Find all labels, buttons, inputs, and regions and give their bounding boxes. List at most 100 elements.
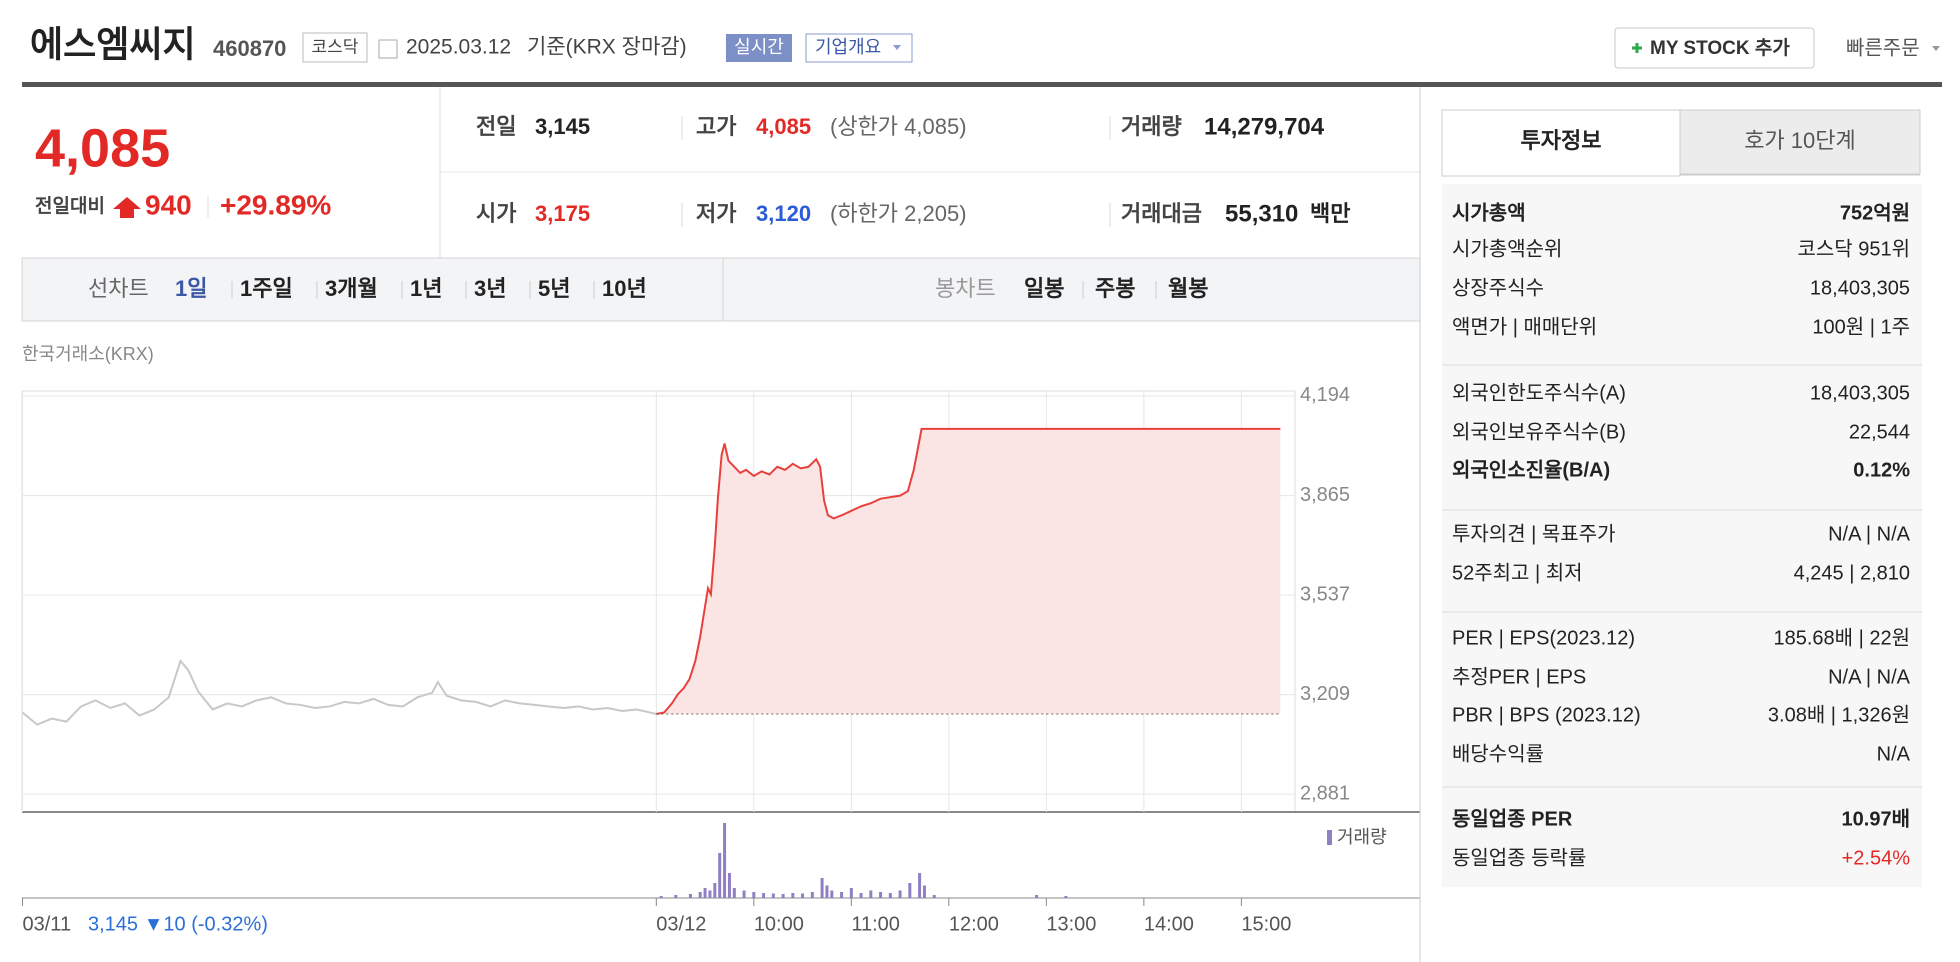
- chart: 4,194 3,865 3,537 3,209 2,881 03/11 03/12 10:00…: [21, 384, 1387, 935]
- price-line: [656, 427, 1281, 716]
- stock-name: 에스엠씨지: [30, 24, 196, 65]
- calendar-icon: [378, 39, 398, 59]
- info-value: N/A | N/A: [1828, 666, 1911, 688]
- volume-bar: [723, 823, 727, 898]
- volume-bar: [859, 893, 863, 898]
- volume-bar: [713, 883, 717, 898]
- quote-note: (상한가 4,085): [830, 114, 967, 139]
- info-label: 시가총액: [1452, 201, 1526, 224]
- info-value: 3.08배 | 1,326원: [1768, 703, 1910, 726]
- info-value: 10.97배: [1842, 807, 1910, 830]
- volume-bar: [1035, 895, 1039, 898]
- volume-bar: [1064, 896, 1068, 898]
- x-tick-label: 13:00: [1046, 913, 1096, 935]
- info-value: N/A | N/A: [1828, 523, 1911, 545]
- tab-active[interactable]: [1441, 109, 1681, 177]
- volume-bar: [708, 890, 712, 898]
- info-label: 52주최고 | 최저: [1452, 561, 1583, 584]
- period-tab[interactable]: 일봉: [1024, 276, 1064, 301]
- volume-bar: [840, 892, 844, 898]
- info-label: 외국인한도주식수(A): [1452, 381, 1626, 404]
- my-stock-button[interactable]: [1614, 27, 1815, 69]
- volume-bar: [762, 893, 766, 898]
- info-value: 0.12%: [1853, 459, 1910, 481]
- volume-bar: [752, 892, 756, 898]
- period-tab[interactable]: 월봉: [1168, 276, 1208, 301]
- volume-bar: [918, 873, 922, 898]
- volume-bar: [830, 890, 834, 898]
- period-tab[interactable]: 3년: [474, 276, 506, 301]
- legend-label: 거래량: [1337, 827, 1387, 847]
- info-label: 시가총액순위: [1452, 237, 1562, 260]
- dropdown-arrow: [1932, 46, 1940, 51]
- x-tick-label: 03/11: [23, 913, 72, 935]
- volume-bar: [922, 885, 926, 898]
- quote-label: 시가: [476, 201, 516, 226]
- info-value: 22,544: [1849, 421, 1910, 443]
- tab-label: 투자정보: [1521, 128, 1602, 153]
- price-line: [21, 658, 657, 726]
- volume-bar: [820, 878, 824, 898]
- volume-bar: [732, 888, 736, 898]
- volume-bar: [659, 896, 663, 898]
- line-chart-label: 선차트: [88, 276, 149, 301]
- realtime-badge[interactable]: [726, 34, 792, 62]
- volume-bar: [898, 890, 902, 898]
- period-tab[interactable]: 5년: [538, 276, 570, 301]
- info-value: +2.54%: [1842, 847, 1911, 869]
- change-label: 전일대비: [35, 195, 105, 217]
- prev-summary: 3,145 ▼10 (-0.32%): [88, 913, 268, 935]
- info-label: 추정PER | EPS: [1452, 665, 1586, 688]
- tab[interactable]: [1679, 109, 1921, 175]
- market-box: [302, 32, 368, 63]
- area: [656, 428, 1281, 715]
- quote-value: 55,310: [1225, 200, 1298, 227]
- period-tabs: 1일 1주일 3개월 1년 3년 5년 10년 일봉 주봉 월봉: [175, 276, 1208, 301]
- info-panel: [1442, 184, 1922, 887]
- x-tick-label: 10:00: [754, 913, 804, 935]
- info-value: 18,403,305: [1810, 277, 1910, 299]
- period-tab[interactable]: 1일: [175, 276, 207, 301]
- period-tab[interactable]: 주봉: [1095, 276, 1135, 301]
- info-label: PER | EPS(2023.12): [1452, 627, 1635, 649]
- info-value: 185.68배 | 22원: [1773, 626, 1910, 649]
- period-tab[interactable]: 10년: [602, 276, 647, 301]
- company-info: 기업개요: [815, 37, 881, 57]
- volume-bar: [888, 893, 892, 898]
- period-bar: [21, 257, 1421, 322]
- volume-bar: [688, 894, 692, 898]
- period-tab[interactable]: 1주일: [240, 276, 293, 301]
- period-tab[interactable]: 1년: [410, 276, 442, 301]
- volume-bar: [698, 892, 702, 898]
- period-tab[interactable]: 3개월: [325, 276, 378, 301]
- y-tick-label: 3,537: [1300, 583, 1350, 605]
- volume-bar: [908, 883, 912, 898]
- market: 코스닥: [312, 37, 359, 56]
- volume-bar: [742, 890, 746, 898]
- y-tick-label: 3,209: [1300, 683, 1350, 705]
- price: 4,085: [35, 118, 170, 178]
- info-label: 동일업종 PER: [1452, 807, 1573, 830]
- x-tick-label: 11:00: [851, 913, 900, 935]
- info-label: 외국인소진율(B/A): [1452, 458, 1610, 481]
- company-info-button[interactable]: [805, 33, 913, 63]
- chart-subtitle: 한국거래소(KRX): [22, 344, 154, 364]
- quote-value: 14,279,704: [1204, 113, 1325, 140]
- info-label: 액면가 | 매매단위: [1452, 315, 1597, 338]
- volume-bar: [674, 895, 678, 898]
- stock-code: 460870: [213, 36, 286, 61]
- quote-label: 저가: [696, 201, 736, 226]
- dropdown-arrow: [893, 45, 901, 50]
- quote-note: (하한가 2,205): [830, 201, 967, 226]
- realtime: 실시간: [734, 37, 784, 57]
- y-tick-label: 3,865: [1300, 484, 1350, 506]
- up-icon: [113, 197, 141, 218]
- quick-order[interactable]: 빠른주문: [1846, 36, 1920, 59]
- x-tick-label: 15:00: [1241, 913, 1291, 935]
- x-tick-label: 03/12: [656, 913, 706, 935]
- plus-icon: [1632, 43, 1642, 53]
- info-value: 4,245 | 2,810: [1794, 562, 1910, 584]
- volume-bar: [781, 894, 785, 898]
- quote-label: 고가: [696, 114, 736, 139]
